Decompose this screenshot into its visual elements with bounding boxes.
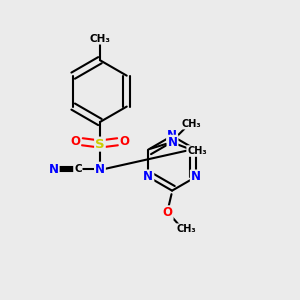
Text: S: S	[95, 138, 105, 151]
Text: O: O	[120, 135, 130, 148]
Text: N: N	[191, 170, 201, 183]
Text: N: N	[95, 163, 105, 176]
Text: CH₃: CH₃	[176, 224, 196, 234]
Text: O: O	[163, 206, 173, 219]
Text: CH₃: CH₃	[89, 34, 110, 44]
Text: N: N	[167, 136, 178, 149]
Text: N: N	[167, 129, 177, 142]
Text: N: N	[49, 163, 59, 176]
Text: CH₃: CH₃	[187, 146, 207, 156]
Text: C: C	[74, 164, 82, 174]
Text: CH₃: CH₃	[182, 118, 202, 129]
Text: O: O	[70, 135, 80, 148]
Text: N: N	[143, 170, 153, 183]
